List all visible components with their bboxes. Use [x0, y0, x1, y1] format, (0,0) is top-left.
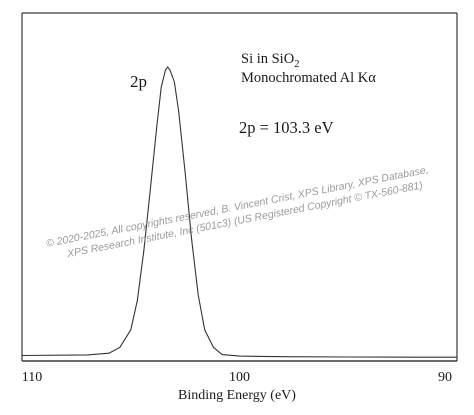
sample-label-subscript: 2 — [294, 59, 299, 70]
source-label-main: Monochromated Al K — [241, 70, 369, 86]
copyright-watermark: © 2020-2025, All copyrights reserved, B.… — [45, 164, 429, 260]
sample-label: Si in SiO2 — [241, 51, 299, 70]
x-tick-label-100: 100 — [229, 370, 250, 385]
x-tick-label-110: 110 — [22, 370, 42, 385]
source-label: Monochromated Al Kα — [241, 70, 376, 86]
peak-value-label: 2p = 103.3 eV — [239, 118, 334, 137]
source-label-greek: α — [368, 70, 376, 86]
x-tick-label-90: 90 — [438, 370, 452, 385]
series-line-si-2p — [21, 66, 457, 358]
x-axis-label: Binding Energy (eV) — [178, 388, 296, 403]
x-axis-ticks: 110 100 90 — [22, 370, 452, 385]
sample-label-main: Si in SiO — [241, 51, 294, 67]
peak-label-2p: 2p — [130, 72, 147, 91]
watermark-line-1: © 2020-2025, All copyrights reserved, B.… — [45, 164, 429, 250]
watermark-line-2: XPS Research Institute, Inc (501c3) (US … — [65, 179, 424, 260]
